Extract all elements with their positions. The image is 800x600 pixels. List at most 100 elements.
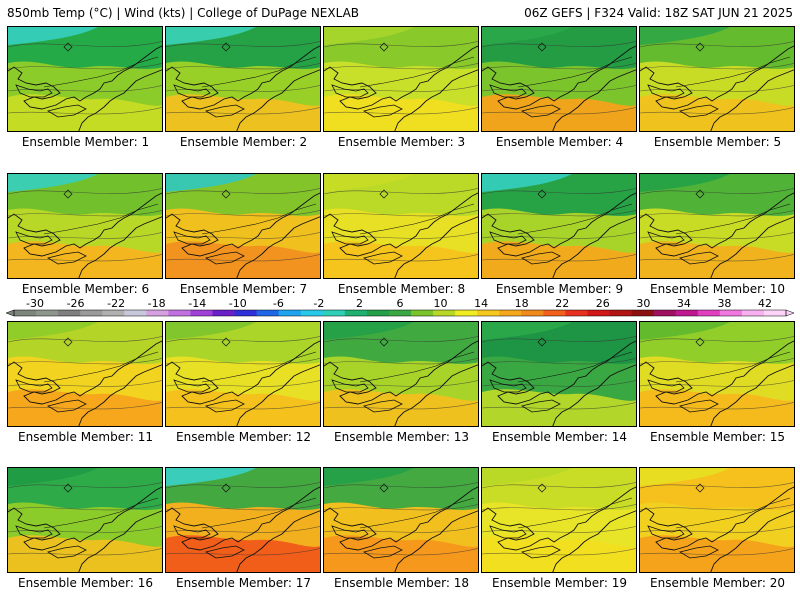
warm-temp-region — [482, 389, 636, 426]
lake-outline — [647, 84, 685, 98]
wind-streamline — [166, 210, 320, 217]
temperature-field-map — [482, 27, 636, 131]
wind-streamline — [8, 232, 162, 239]
coastline — [324, 486, 478, 551]
colorbar-tick-label: -26 — [67, 297, 85, 310]
location-marker — [63, 42, 73, 52]
colorbar-segment — [741, 310, 765, 316]
temperature-field-map — [324, 322, 478, 426]
wind-streamline — [166, 336, 320, 343]
wind-streamline — [324, 232, 478, 239]
temperature-field-map — [640, 468, 794, 572]
colorbar-segment — [300, 310, 324, 316]
colorbar-segment — [102, 310, 125, 316]
wind-streamline — [640, 85, 794, 92]
coastline — [482, 45, 636, 110]
lake-outline — [46, 545, 87, 559]
wind-streamline — [482, 85, 636, 92]
cold-temp-region — [482, 322, 572, 340]
state-border — [201, 56, 317, 88]
cold-temp-region — [8, 27, 98, 45]
state-border — [43, 56, 159, 88]
cold-temp-region — [640, 322, 730, 340]
ensemble-member-label: Ensemble Member: 5 — [653, 135, 782, 149]
state-border — [201, 203, 317, 235]
temperature-field-map — [640, 322, 794, 426]
lake-outline — [362, 399, 403, 413]
state-border — [675, 497, 791, 529]
colorbar-segment — [256, 310, 280, 316]
state-border — [517, 497, 633, 529]
colorbar-segment — [521, 310, 544, 316]
wind-streamline — [324, 402, 478, 410]
wind-streamline — [640, 380, 794, 387]
wind-streamline — [324, 188, 478, 195]
wind-streamline — [166, 254, 320, 262]
ensemble-map-panel — [481, 26, 637, 132]
lake-outline — [173, 525, 211, 539]
colorbar-segment — [58, 310, 81, 316]
ensemble-map-panel — [165, 321, 321, 427]
ensemble-member-label: Ensemble Member: 14 — [492, 430, 627, 444]
wind-streamline — [8, 254, 162, 262]
location-marker — [695, 42, 705, 52]
wind-streamline — [8, 41, 162, 48]
state-border — [43, 203, 159, 235]
ensemble-member-label: Ensemble Member: 3 — [337, 135, 466, 149]
coastline — [78, 69, 162, 131]
colorbar-max-arrow — [785, 309, 795, 317]
location-marker — [379, 42, 389, 52]
location-marker — [221, 189, 231, 199]
ensemble-map-panel — [323, 26, 479, 132]
ensemble-map-panel — [639, 26, 795, 132]
ensemble-member-label: Ensemble Member: 2 — [179, 135, 308, 149]
colorbar-segment — [234, 310, 258, 316]
colorbar-segment — [124, 310, 147, 316]
temperature-field-map — [8, 27, 162, 131]
temperature-field-map — [8, 322, 162, 426]
ensemble-map-panel — [7, 321, 163, 427]
wind-streamline — [166, 63, 320, 70]
cold-temp-region — [640, 27, 730, 45]
wind-streamline — [166, 482, 320, 489]
warm-temp-region — [482, 535, 636, 572]
coastline — [640, 192, 794, 257]
cold-temp-region — [8, 322, 98, 340]
cold-temp-region — [166, 322, 256, 340]
colorbar-tick-label: -14 — [188, 297, 206, 310]
colorbar-segment — [278, 310, 302, 316]
warm-temp-region — [8, 94, 162, 131]
wind-streamline — [8, 482, 162, 489]
state-border — [43, 351, 159, 383]
ensemble-map-panel — [481, 321, 637, 427]
ensemble-member-label: Ensemble Member: 8 — [337, 282, 466, 296]
ensemble-map-panel — [481, 467, 637, 573]
wind-streamline — [324, 41, 478, 48]
wind-streamline — [166, 188, 320, 195]
wind-streamline — [8, 210, 162, 217]
ensemble-map-panel — [323, 173, 479, 279]
ensemble-member-label: Ensemble Member: 17 — [176, 576, 311, 590]
ensemble-member-label: Ensemble Member: 10 — [650, 282, 785, 296]
ensemble-map-panel — [323, 467, 479, 573]
wind-streamline — [640, 107, 794, 115]
wind-streamline — [482, 254, 636, 262]
ensemble-member-label: Ensemble Member: 15 — [650, 430, 785, 444]
cold-temp-region — [324, 322, 414, 340]
cold-temp-region — [640, 468, 730, 486]
colorbar-segment — [477, 310, 500, 316]
lake-outline — [204, 251, 245, 265]
cold-temp-region — [482, 27, 572, 45]
colorbar-tick-label: -2 — [313, 297, 324, 310]
location-marker — [63, 337, 73, 347]
wind-streamline — [482, 107, 636, 115]
cold-temp-region — [482, 174, 572, 192]
lake-outline — [15, 231, 53, 245]
coastline — [710, 364, 794, 426]
temperature-field-map — [8, 468, 162, 572]
temperature-field-map — [324, 468, 478, 572]
colorbar-tick-label: 38 — [717, 297, 731, 310]
colorbar-segment — [653, 310, 677, 316]
location-marker — [537, 42, 547, 52]
location-marker — [63, 189, 73, 199]
